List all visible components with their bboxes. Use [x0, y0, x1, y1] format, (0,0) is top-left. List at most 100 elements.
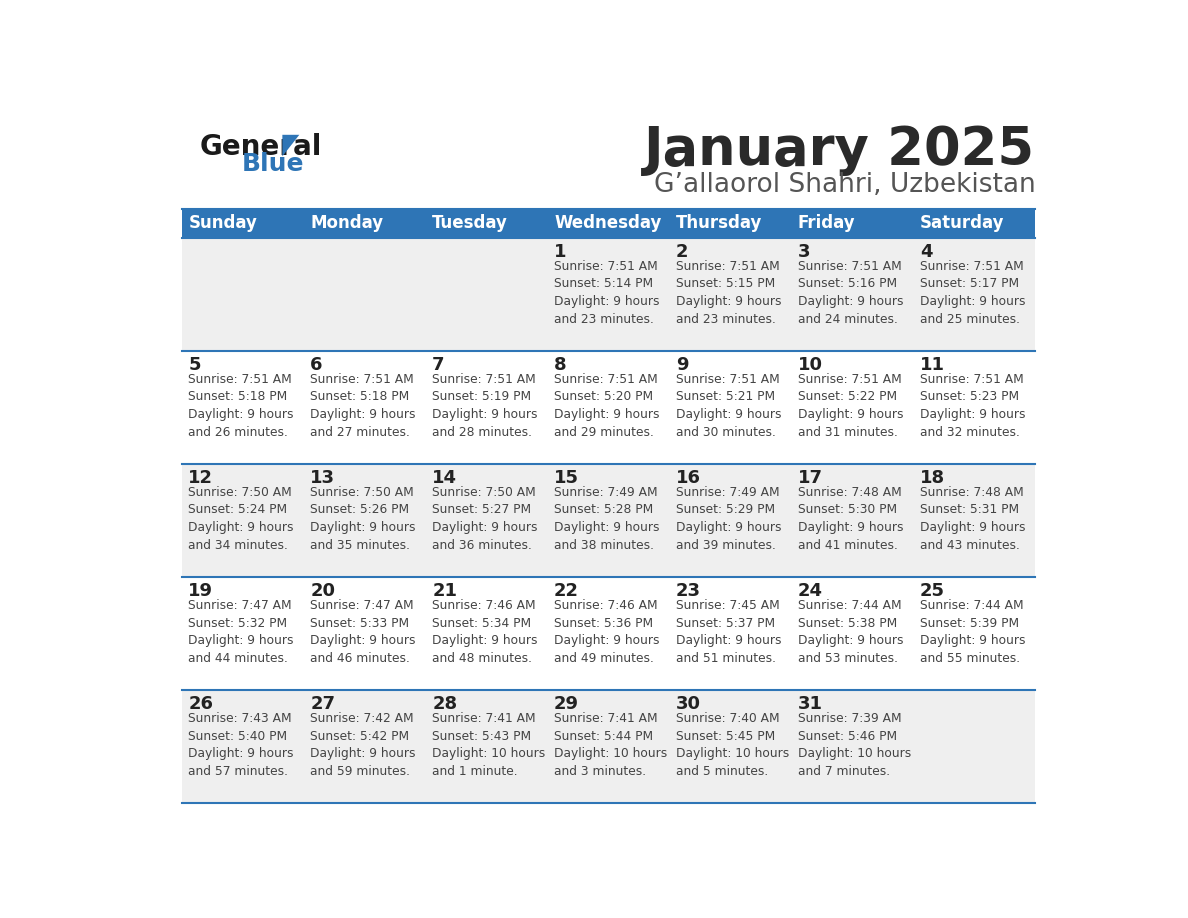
Text: Wednesday: Wednesday: [554, 214, 662, 232]
Text: Tuesday: Tuesday: [432, 214, 508, 232]
Text: 15: 15: [554, 469, 579, 487]
Text: Daylight: 9 hours: Daylight: 9 hours: [189, 521, 293, 534]
Text: and 30 minutes.: and 30 minutes.: [676, 426, 776, 439]
Text: Sunset: 5:22 PM: Sunset: 5:22 PM: [798, 390, 897, 403]
Text: Daylight: 9 hours: Daylight: 9 hours: [554, 634, 659, 647]
Text: 26: 26: [189, 695, 214, 712]
Text: Sunrise: 7:47 AM: Sunrise: 7:47 AM: [189, 599, 292, 611]
Text: Sunrise: 7:39 AM: Sunrise: 7:39 AM: [798, 711, 902, 724]
Text: Daylight: 9 hours: Daylight: 9 hours: [310, 747, 416, 760]
Text: 28: 28: [432, 695, 457, 712]
Text: and 44 minutes.: and 44 minutes.: [189, 652, 289, 666]
Bar: [182, 465, 1036, 577]
Text: and 31 minutes.: and 31 minutes.: [798, 426, 898, 439]
Text: and 41 minutes.: and 41 minutes.: [798, 539, 898, 553]
Text: Daylight: 9 hours: Daylight: 9 hours: [798, 521, 903, 534]
Text: Sunset: 5:14 PM: Sunset: 5:14 PM: [554, 277, 653, 290]
Text: and 38 minutes.: and 38 minutes.: [554, 539, 655, 553]
Text: 5: 5: [189, 355, 201, 374]
Bar: [182, 238, 1036, 351]
Text: Sunrise: 7:50 AM: Sunrise: 7:50 AM: [432, 486, 536, 498]
Text: Daylight: 9 hours: Daylight: 9 hours: [310, 521, 416, 534]
Text: Sunset: 5:29 PM: Sunset: 5:29 PM: [676, 503, 775, 517]
Text: and 39 minutes.: and 39 minutes.: [676, 539, 776, 553]
Text: Sunset: 5:18 PM: Sunset: 5:18 PM: [310, 390, 410, 403]
Text: Sunset: 5:45 PM: Sunset: 5:45 PM: [676, 730, 776, 743]
Text: Sunrise: 7:42 AM: Sunrise: 7:42 AM: [310, 711, 413, 724]
Text: Sunset: 5:21 PM: Sunset: 5:21 PM: [676, 390, 775, 403]
Text: 2: 2: [676, 242, 689, 261]
Text: Daylight: 9 hours: Daylight: 9 hours: [920, 409, 1025, 421]
Text: Sunrise: 7:51 AM: Sunrise: 7:51 AM: [676, 260, 779, 273]
Text: Daylight: 9 hours: Daylight: 9 hours: [310, 634, 416, 647]
Text: Blue: Blue: [241, 151, 304, 175]
Text: Sunrise: 7:51 AM: Sunrise: 7:51 AM: [554, 260, 658, 273]
Text: 13: 13: [310, 469, 335, 487]
Text: and 55 minutes.: and 55 minutes.: [920, 652, 1019, 666]
Text: Sunset: 5:39 PM: Sunset: 5:39 PM: [920, 617, 1019, 630]
Text: Sunrise: 7:47 AM: Sunrise: 7:47 AM: [310, 599, 413, 611]
Text: and 57 minutes.: and 57 minutes.: [189, 766, 289, 778]
Text: Daylight: 10 hours: Daylight: 10 hours: [432, 747, 545, 760]
Text: 23: 23: [676, 582, 701, 599]
Text: Daylight: 9 hours: Daylight: 9 hours: [554, 409, 659, 421]
Text: Daylight: 9 hours: Daylight: 9 hours: [676, 296, 782, 308]
Text: Daylight: 10 hours: Daylight: 10 hours: [676, 747, 789, 760]
Text: Sunrise: 7:41 AM: Sunrise: 7:41 AM: [554, 711, 658, 724]
Text: G’allaorol Shahri, Uzbekistan: G’allaorol Shahri, Uzbekistan: [653, 172, 1036, 197]
Text: Sunset: 5:36 PM: Sunset: 5:36 PM: [554, 617, 653, 630]
Text: Sunrise: 7:51 AM: Sunrise: 7:51 AM: [432, 373, 536, 386]
Text: and 1 minute.: and 1 minute.: [432, 766, 518, 778]
Bar: [182, 351, 1036, 465]
Text: Sunrise: 7:46 AM: Sunrise: 7:46 AM: [554, 599, 658, 611]
Text: Sunset: 5:24 PM: Sunset: 5:24 PM: [189, 503, 287, 517]
Text: Sunrise: 7:40 AM: Sunrise: 7:40 AM: [676, 711, 779, 724]
Text: Daylight: 9 hours: Daylight: 9 hours: [676, 521, 782, 534]
Text: 11: 11: [920, 355, 944, 374]
Text: Sunrise: 7:44 AM: Sunrise: 7:44 AM: [798, 599, 902, 611]
Text: Daylight: 9 hours: Daylight: 9 hours: [920, 634, 1025, 647]
Text: Friday: Friday: [798, 214, 855, 232]
Text: 29: 29: [554, 695, 579, 712]
Text: 17: 17: [798, 469, 823, 487]
Text: Daylight: 9 hours: Daylight: 9 hours: [798, 409, 903, 421]
Text: Daylight: 9 hours: Daylight: 9 hours: [798, 634, 903, 647]
Text: General: General: [200, 133, 322, 162]
Text: Daylight: 9 hours: Daylight: 9 hours: [189, 409, 293, 421]
Text: 25: 25: [920, 582, 944, 599]
Text: Daylight: 9 hours: Daylight: 9 hours: [432, 409, 538, 421]
Text: Sunrise: 7:48 AM: Sunrise: 7:48 AM: [798, 486, 902, 498]
Text: Sunset: 5:19 PM: Sunset: 5:19 PM: [432, 390, 531, 403]
Text: Sunset: 5:18 PM: Sunset: 5:18 PM: [189, 390, 287, 403]
Text: and 48 minutes.: and 48 minutes.: [432, 652, 532, 666]
Text: Sunset: 5:23 PM: Sunset: 5:23 PM: [920, 390, 1019, 403]
Text: Daylight: 9 hours: Daylight: 9 hours: [189, 634, 293, 647]
Text: Daylight: 9 hours: Daylight: 9 hours: [432, 521, 538, 534]
Text: 30: 30: [676, 695, 701, 712]
Text: Daylight: 9 hours: Daylight: 9 hours: [920, 521, 1025, 534]
Text: and 59 minutes.: and 59 minutes.: [310, 766, 410, 778]
Text: Monday: Monday: [310, 214, 384, 232]
Text: January 2025: January 2025: [644, 124, 1036, 176]
Text: Sunset: 5:37 PM: Sunset: 5:37 PM: [676, 617, 775, 630]
Text: Sunset: 5:43 PM: Sunset: 5:43 PM: [432, 730, 531, 743]
Text: and 28 minutes.: and 28 minutes.: [432, 426, 532, 439]
Text: Sunrise: 7:49 AM: Sunrise: 7:49 AM: [676, 486, 779, 498]
Text: 10: 10: [798, 355, 823, 374]
Text: 18: 18: [920, 469, 944, 487]
Text: Sunset: 5:31 PM: Sunset: 5:31 PM: [920, 503, 1019, 517]
Text: Sunset: 5:32 PM: Sunset: 5:32 PM: [189, 617, 287, 630]
Text: Sunrise: 7:51 AM: Sunrise: 7:51 AM: [798, 260, 902, 273]
Text: 19: 19: [189, 582, 214, 599]
Text: Daylight: 10 hours: Daylight: 10 hours: [554, 747, 668, 760]
Text: 9: 9: [676, 355, 689, 374]
Text: Sunrise: 7:48 AM: Sunrise: 7:48 AM: [920, 486, 1023, 498]
Text: Sunset: 5:20 PM: Sunset: 5:20 PM: [554, 390, 653, 403]
Text: and 43 minutes.: and 43 minutes.: [920, 539, 1019, 553]
Text: Daylight: 9 hours: Daylight: 9 hours: [798, 296, 903, 308]
Text: Daylight: 9 hours: Daylight: 9 hours: [676, 409, 782, 421]
Text: and 7 minutes.: and 7 minutes.: [798, 766, 890, 778]
Text: Daylight: 9 hours: Daylight: 9 hours: [554, 521, 659, 534]
Text: 24: 24: [798, 582, 823, 599]
Text: Sunset: 5:34 PM: Sunset: 5:34 PM: [432, 617, 531, 630]
